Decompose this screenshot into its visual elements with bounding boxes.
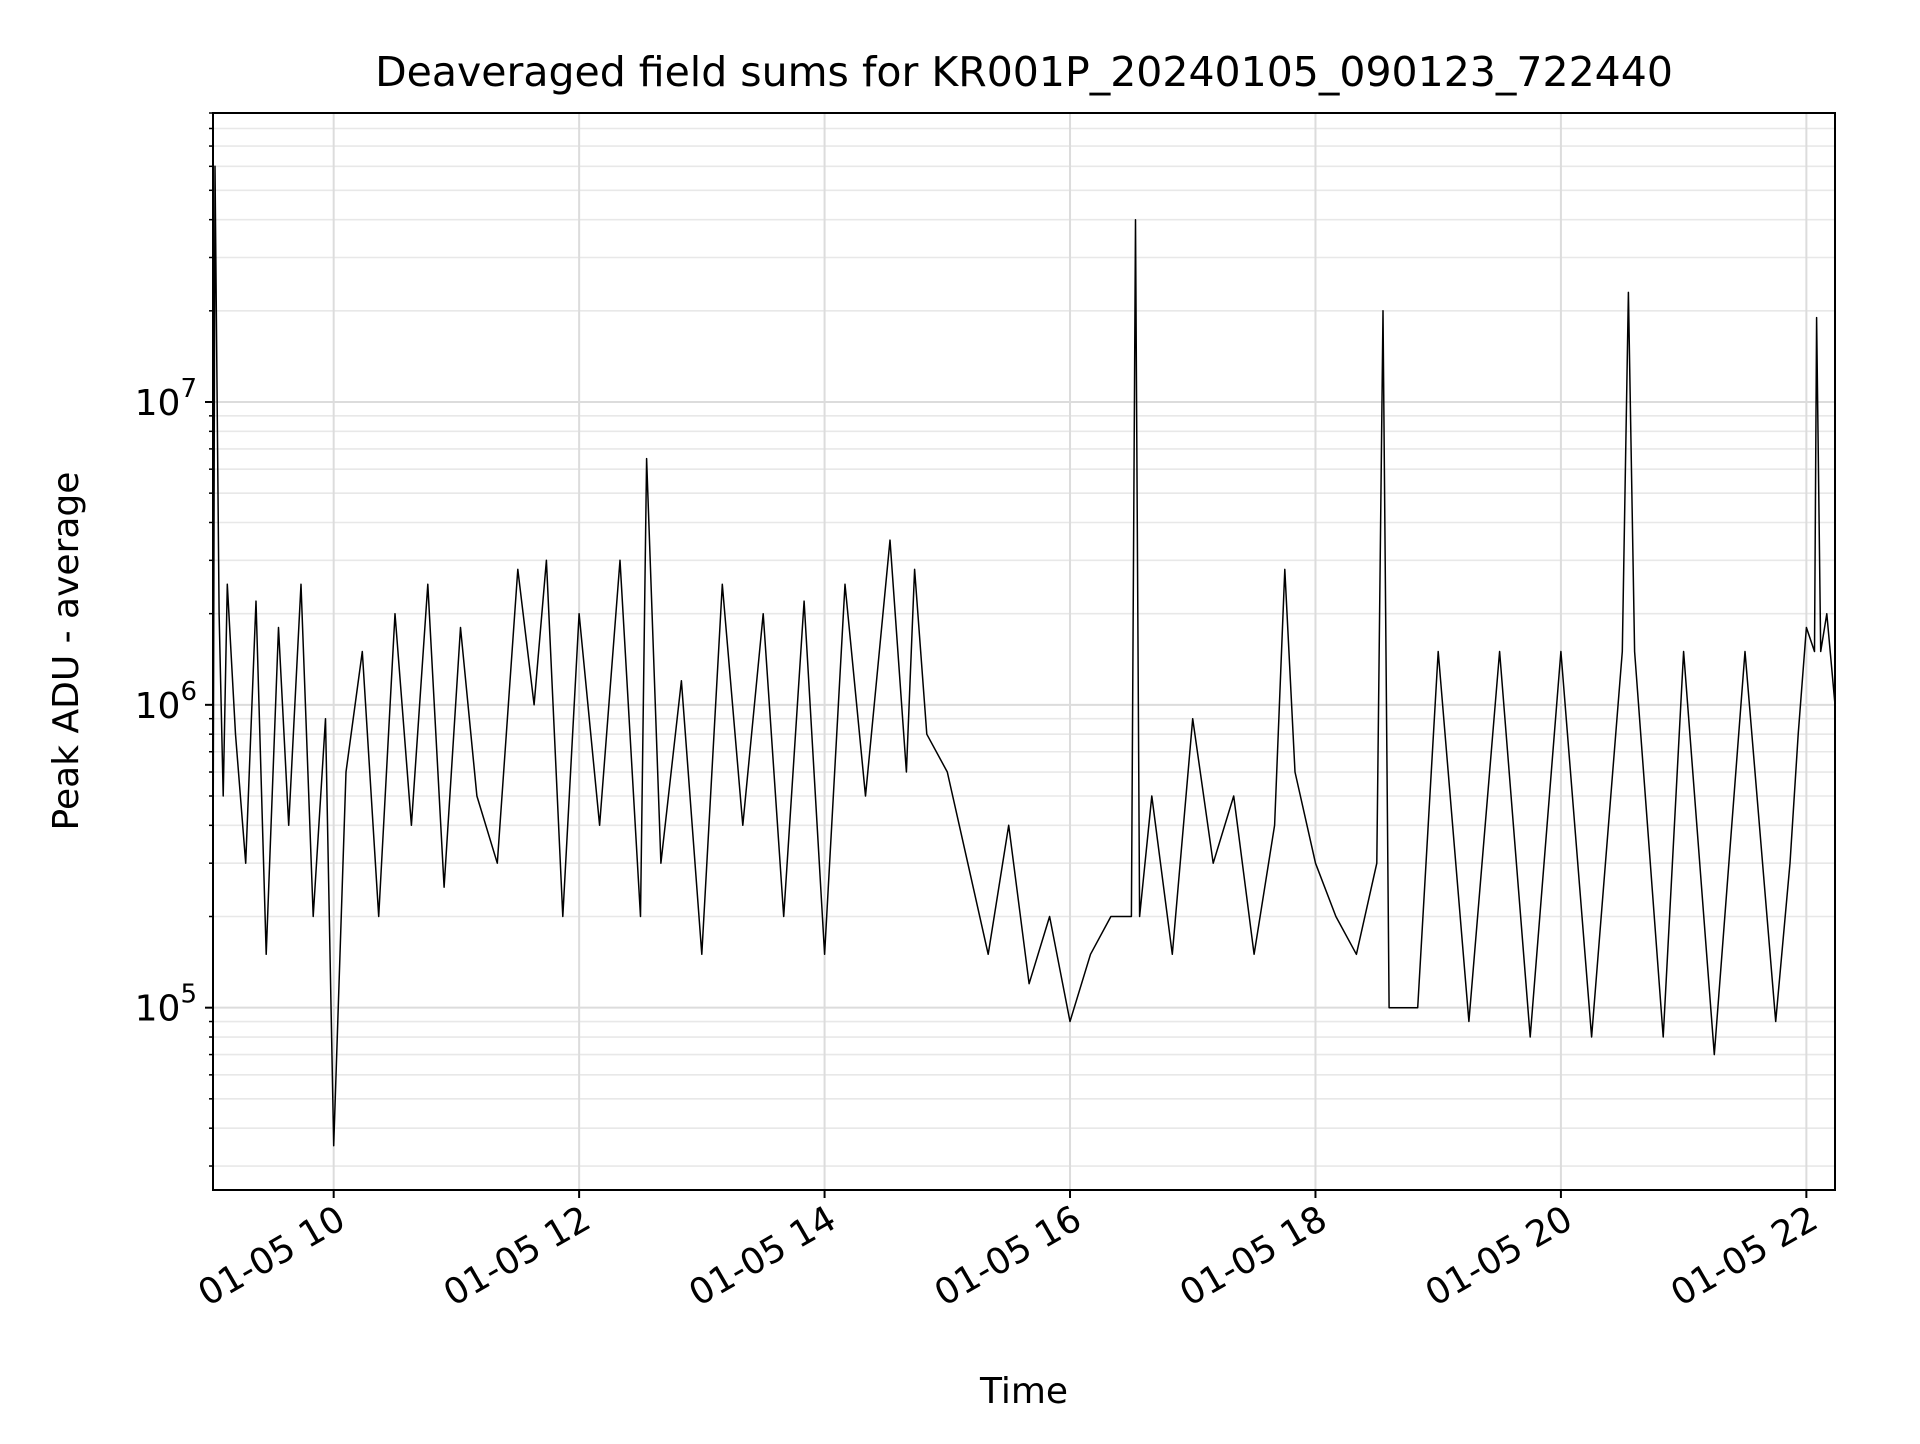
series-line xyxy=(213,165,1835,1147)
y-tick-base: 10 xyxy=(135,686,181,727)
chart-title: Deaveraged field sums for KR001P_2024010… xyxy=(375,48,1673,96)
y-axis-label: Peak ADU - average xyxy=(46,472,87,831)
y-tick-base: 10 xyxy=(135,383,181,424)
x-axis-label: Time xyxy=(979,1371,1068,1412)
plot-frame xyxy=(212,112,1836,1191)
y-tick-label: 106 xyxy=(135,677,197,727)
y-tick-label: 107 xyxy=(135,374,197,424)
y-tick-exponent: 7 xyxy=(180,374,197,404)
y-tick-exponent: 5 xyxy=(180,980,197,1010)
y-tick-base: 10 xyxy=(135,989,181,1030)
y-tick-label: 105 xyxy=(135,980,197,1030)
y-tick-exponent: 6 xyxy=(180,677,197,707)
grid xyxy=(213,112,1835,1190)
